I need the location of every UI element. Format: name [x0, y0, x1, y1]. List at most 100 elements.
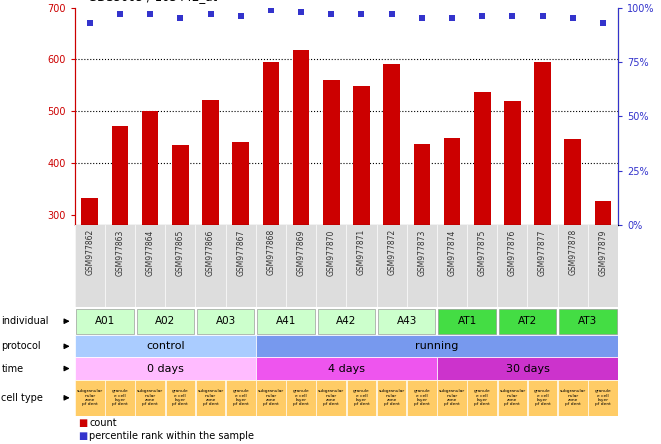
- Bar: [202, 100, 219, 225]
- Bar: [595, 201, 611, 225]
- Bar: [559, 309, 617, 334]
- Bar: [588, 380, 618, 416]
- Bar: [564, 139, 581, 225]
- Bar: [378, 309, 436, 334]
- Point: [175, 15, 186, 22]
- Text: granule
e cell
layer
pf dent: granule e cell layer pf dent: [474, 389, 490, 406]
- Text: GSM977879: GSM977879: [598, 229, 607, 276]
- Bar: [172, 145, 188, 225]
- Point: [266, 6, 276, 13]
- Text: granule
e cell
layer
pf dent: granule e cell layer pf dent: [534, 389, 551, 406]
- Bar: [293, 50, 309, 225]
- Bar: [534, 63, 551, 225]
- Point: [537, 13, 548, 20]
- Bar: [437, 380, 467, 416]
- Bar: [558, 380, 588, 416]
- Bar: [499, 309, 556, 334]
- Text: GSM977874: GSM977874: [447, 229, 457, 276]
- Text: GSM977869: GSM977869: [297, 229, 305, 276]
- Text: GSM977875: GSM977875: [478, 229, 486, 276]
- Text: count: count: [89, 418, 117, 428]
- Text: subgranular
nular
zone
pf dent: subgranular nular zone pf dent: [137, 389, 163, 406]
- Text: granule
e cell
layer
pf dent: granule e cell layer pf dent: [112, 389, 128, 406]
- Text: ■: ■: [78, 418, 87, 428]
- Bar: [233, 142, 249, 225]
- Text: subgranular
nular
zone
pf dent: subgranular nular zone pf dent: [379, 389, 405, 406]
- Bar: [474, 92, 490, 225]
- Text: GSM977866: GSM977866: [206, 229, 215, 276]
- Bar: [75, 380, 104, 416]
- Text: AT2: AT2: [518, 316, 537, 326]
- Text: GSM977873: GSM977873: [417, 229, 426, 276]
- Point: [356, 11, 367, 18]
- Bar: [81, 198, 98, 225]
- Point: [326, 11, 336, 18]
- Bar: [346, 380, 376, 416]
- Bar: [137, 309, 194, 334]
- Bar: [437, 357, 618, 380]
- Text: GSM977867: GSM977867: [236, 229, 245, 276]
- Bar: [256, 380, 286, 416]
- Text: granule
e cell
layer
pf dent: granule e cell layer pf dent: [293, 389, 309, 406]
- Text: ■: ■: [78, 431, 87, 441]
- Bar: [257, 309, 315, 334]
- Text: granule
e cell
layer
pf dent: granule e cell layer pf dent: [353, 389, 370, 406]
- Bar: [444, 138, 460, 225]
- Text: protocol: protocol: [1, 341, 41, 351]
- Text: A02: A02: [155, 316, 175, 326]
- Point: [145, 11, 155, 18]
- Point: [235, 13, 246, 20]
- Text: subgranular
nular
zone
pf dent: subgranular nular zone pf dent: [560, 389, 586, 406]
- Text: A43: A43: [397, 316, 417, 326]
- Text: granule
e cell
layer
pf dent: granule e cell layer pf dent: [594, 389, 611, 406]
- Bar: [75, 357, 256, 380]
- Text: individual: individual: [1, 316, 49, 326]
- Text: A03: A03: [215, 316, 236, 326]
- Bar: [407, 380, 437, 416]
- Text: subgranular
nular
zone
pf dent: subgranular nular zone pf dent: [258, 389, 284, 406]
- Text: cell type: cell type: [1, 393, 43, 403]
- Text: subgranular
nular
zone
pf dent: subgranular nular zone pf dent: [77, 389, 103, 406]
- Bar: [165, 380, 195, 416]
- Bar: [197, 309, 254, 334]
- Text: subgranular
nular
zone
pf dent: subgranular nular zone pf dent: [318, 389, 344, 406]
- Text: subgranular
nular
zone
pf dent: subgranular nular zone pf dent: [198, 389, 223, 406]
- Bar: [196, 380, 225, 416]
- Bar: [286, 380, 316, 416]
- Text: granule
e cell
layer
pf dent: granule e cell layer pf dent: [172, 389, 189, 406]
- Bar: [256, 357, 437, 380]
- Text: AT3: AT3: [578, 316, 598, 326]
- Text: control: control: [146, 341, 184, 351]
- Bar: [317, 380, 346, 416]
- Bar: [438, 309, 496, 334]
- Text: GSM977871: GSM977871: [357, 229, 366, 275]
- Point: [568, 15, 578, 22]
- Point: [296, 8, 307, 16]
- Text: AT1: AT1: [457, 316, 477, 326]
- Bar: [527, 380, 557, 416]
- Text: 0 days: 0 days: [147, 364, 184, 373]
- Text: GSM977872: GSM977872: [387, 229, 396, 275]
- Text: GDS5005 / 103442_at: GDS5005 / 103442_at: [88, 0, 217, 3]
- Bar: [377, 380, 407, 416]
- Text: granule
e cell
layer
pf dent: granule e cell layer pf dent: [413, 389, 430, 406]
- Bar: [76, 309, 134, 334]
- Text: subgranular
nular
zone
pf dent: subgranular nular zone pf dent: [439, 389, 465, 406]
- Text: 30 days: 30 days: [506, 364, 549, 373]
- Bar: [353, 86, 369, 225]
- Point: [205, 11, 215, 18]
- Bar: [318, 309, 375, 334]
- Point: [507, 13, 518, 20]
- Point: [416, 15, 427, 22]
- Point: [115, 11, 126, 18]
- Text: GSM977878: GSM977878: [568, 229, 577, 275]
- Text: running: running: [415, 341, 459, 351]
- Text: A41: A41: [276, 316, 296, 326]
- Text: GSM977864: GSM977864: [145, 229, 155, 276]
- Bar: [256, 335, 618, 357]
- Bar: [323, 80, 340, 225]
- Text: GSM977877: GSM977877: [538, 229, 547, 276]
- Bar: [383, 64, 400, 225]
- Text: GSM977870: GSM977870: [327, 229, 336, 276]
- Text: subgranular
nular
zone
pf dent: subgranular nular zone pf dent: [499, 389, 525, 406]
